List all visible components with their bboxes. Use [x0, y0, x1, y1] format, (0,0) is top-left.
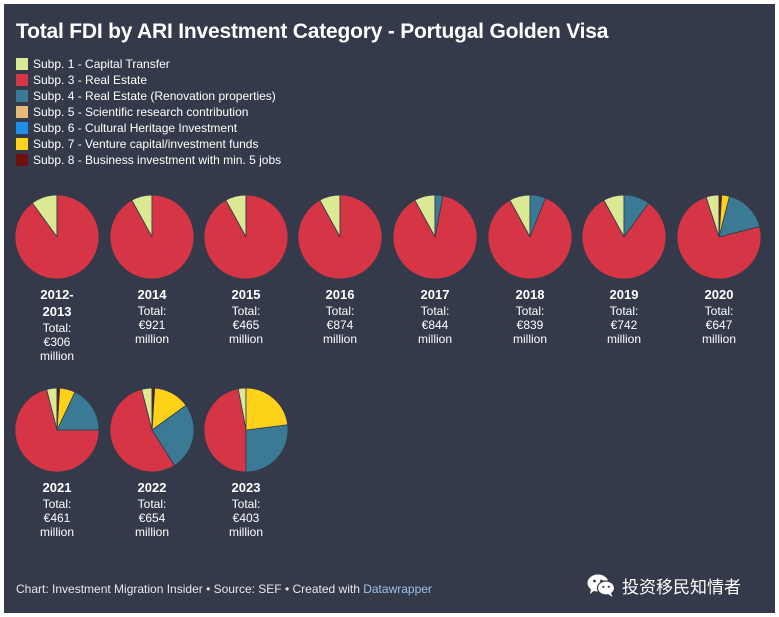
- pie-total-label: Total: €403 million: [228, 497, 263, 539]
- pie-svg: [581, 194, 667, 280]
- pie-year-label: 2018: [515, 287, 545, 302]
- pie-total-label: Total: €461 million: [39, 497, 74, 539]
- pie-year-label: 2021: [42, 480, 72, 495]
- pie-slice: [676, 196, 762, 280]
- pie-slice: [581, 199, 667, 280]
- legend-item: Subp. 4 - Real Estate (Renovation proper…: [16, 88, 281, 104]
- pie-total-label: Total: €921 million: [134, 304, 169, 346]
- legend-label: Subp. 8 - Business investment with min. …: [33, 153, 282, 167]
- pie-chart: 2014 Total: €921 million: [107, 194, 197, 346]
- pie-chart: 2016 Total: €874 million: [295, 194, 385, 346]
- pie-total-label: Total: €465 million: [228, 304, 263, 346]
- legend-label: Subp. 5 - Scientific research contributi…: [33, 105, 249, 119]
- pie-slice: [245, 424, 289, 473]
- pie-year-label: 2019: [609, 287, 639, 302]
- pie-svg: [14, 387, 100, 473]
- pie-chart: 2012-2013 Total: €306 million: [12, 194, 102, 363]
- pie-total-label: Total: €874 million: [322, 304, 357, 346]
- legend-swatch: [16, 90, 28, 102]
- pie-chart: 2018 Total: €839 million: [485, 194, 575, 346]
- legend-label: Subp. 3 - Real Estate: [33, 73, 148, 87]
- legend-item: Subp. 6 - Cultural Heritage Investment: [16, 120, 281, 136]
- pie-slice: [623, 194, 650, 239]
- legend-item: Subp. 5 - Scientific research contributi…: [16, 104, 281, 120]
- pie-total-label: Total: €647 million: [701, 304, 736, 346]
- legend-label: Subp. 7 - Venture capital/investment fun…: [33, 137, 259, 151]
- pie-slice: [151, 387, 156, 431]
- pie-year-label: 2020: [704, 287, 734, 302]
- pie-year-label: 2012-2013: [40, 287, 74, 319]
- pie-svg: [392, 194, 478, 280]
- pie-slice: [487, 197, 573, 280]
- pie-svg: [487, 194, 573, 280]
- pie-slice: [718, 195, 761, 238]
- pie-slice: [56, 391, 100, 431]
- pie-svg: [203, 194, 289, 280]
- pie-slice: [14, 194, 100, 280]
- legend: Subp. 1 - Capital Transfer Subp. 3 - Real…: [16, 56, 281, 168]
- pie-total-label: Total: €306 million: [39, 321, 74, 363]
- legend-swatch: [16, 58, 28, 70]
- watermark: 投资移民知情者: [586, 572, 741, 598]
- pie-svg: [109, 387, 195, 473]
- pie-year-label: 2015: [231, 287, 261, 302]
- pie-chart: 2022 Total: €654 million: [107, 387, 197, 539]
- pie-total-label: Total: €839 million: [512, 304, 547, 346]
- pie-svg: [203, 387, 289, 473]
- chart-title: Total FDI by ARI Investment Category - P…: [16, 20, 609, 43]
- pie-chart: 2019 Total: €742 million: [579, 194, 669, 346]
- legend-item: Subp. 3 - Real Estate: [16, 72, 281, 88]
- pie-slice: [109, 388, 176, 473]
- pie-slice: [718, 194, 723, 238]
- footer-credits: Chart: Investment Migration Insider • So…: [16, 582, 432, 596]
- pie-slice: [529, 194, 546, 238]
- pie-slice: [245, 387, 289, 431]
- legend-item: Subp. 1 - Capital Transfer: [16, 56, 281, 72]
- pie-total-label: Total: €654 million: [134, 497, 169, 539]
- pie-chart: 2023 Total: €403 million: [201, 387, 291, 539]
- pie-slice: [56, 387, 61, 431]
- pie-total-label: Total: €844 million: [417, 304, 452, 346]
- legend-swatch: [16, 122, 28, 134]
- pie-slice: [203, 388, 247, 473]
- legend-label: Subp. 4 - Real Estate (Renovation proper…: [33, 89, 276, 103]
- pie-slice: [14, 388, 100, 473]
- legend-label: Subp. 6 - Cultural Heritage Investment: [33, 121, 238, 135]
- legend-label: Subp. 1 - Capital Transfer: [33, 57, 170, 71]
- pie-slice: [109, 194, 195, 280]
- legend-swatch: [16, 106, 28, 118]
- pie-slice: [392, 195, 478, 280]
- pie-chart: 2015 Total: €465 million: [201, 194, 291, 346]
- pie-total-label: Total: €742 million: [606, 304, 641, 346]
- pie-chart: 2021 Total: €461 million: [12, 387, 102, 539]
- pie-svg: [14, 194, 100, 280]
- pie-slice: [151, 404, 195, 467]
- legend-swatch: [16, 154, 28, 166]
- wechat-icon: [587, 574, 616, 597]
- pie-year-label: 2017: [420, 287, 450, 302]
- chart-frame: Total FDI by ARI Investment Category - P…: [4, 4, 775, 613]
- legend-swatch: [16, 138, 28, 150]
- pie-svg: [297, 194, 383, 280]
- legend-item: Subp. 8 - Business investment with min. …: [16, 152, 281, 168]
- pie-slice: [297, 194, 383, 280]
- datawrapper-link[interactable]: Datawrapper: [363, 582, 432, 596]
- pie-year-label: 2023: [231, 480, 261, 495]
- pie-year-label: 2016: [325, 287, 355, 302]
- pie-svg: [109, 194, 195, 280]
- legend-item: Subp. 7 - Venture capital/investment fun…: [16, 136, 281, 152]
- pie-year-label: 2014: [137, 287, 167, 302]
- pie-slice: [203, 194, 289, 280]
- pie-svg: [676, 194, 762, 280]
- footer-text: Chart: Investment Migration Insider • So…: [16, 582, 364, 596]
- pie-chart: 2020 Total: €647 million: [674, 194, 764, 346]
- legend-swatch: [16, 74, 28, 86]
- pie-year-label: 2022: [137, 480, 167, 495]
- pie-grid: 2012-2013 Total: €306 million 2014 Total: €…: [4, 4, 775, 564]
- watermark-text: 投资移民知情者: [622, 577, 741, 597]
- pie-chart: 2017 Total: €844 million: [390, 194, 480, 346]
- pie-slice: [434, 194, 444, 238]
